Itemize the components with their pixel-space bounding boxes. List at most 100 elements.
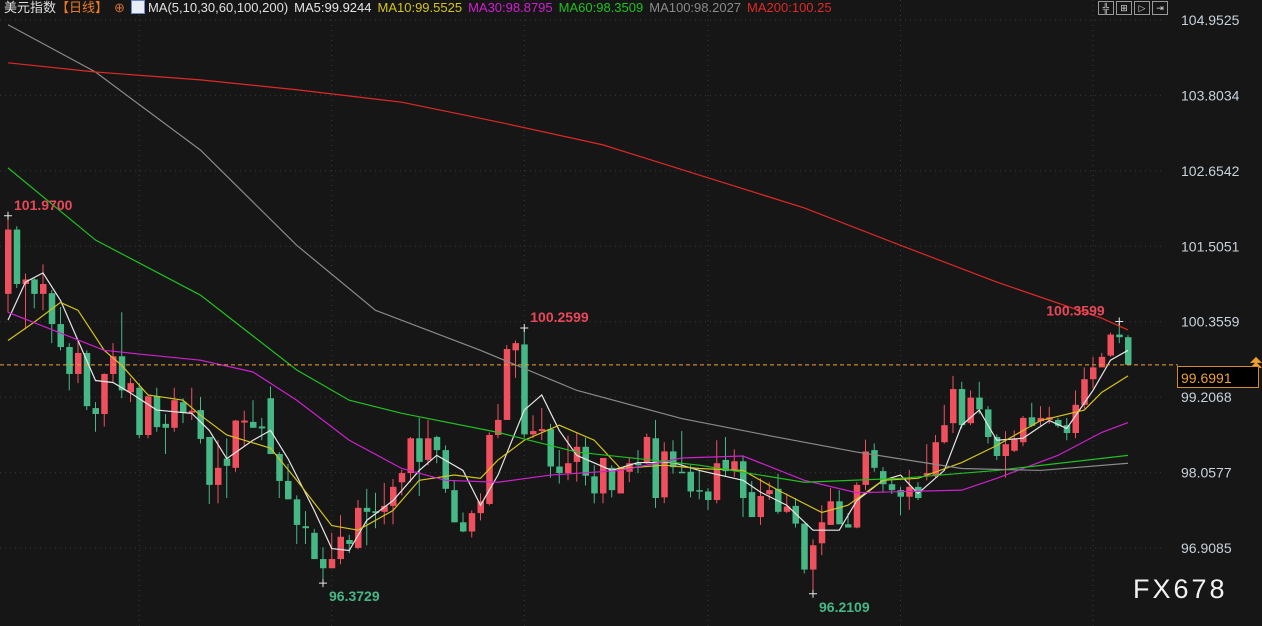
candle-up — [468, 513, 476, 532]
candle-up — [1002, 444, 1009, 457]
candle-down — [740, 461, 747, 499]
candle-down — [1116, 334, 1123, 338]
zoom-in-icon[interactable]: ⊞ — [1116, 1, 1132, 15]
candle-up — [215, 467, 222, 485]
candle-down — [460, 522, 467, 532]
candle-up — [530, 431, 537, 435]
candle-up — [1072, 404, 1079, 434]
jump-end-icon[interactable]: ⇥ — [1152, 1, 1168, 15]
candle-down — [346, 540, 353, 544]
extreme-marker-icon — [4, 211, 12, 220]
candle-down — [302, 526, 309, 529]
y-tick-label: 99.2068 — [1181, 389, 1232, 405]
toolbar: ╬ ⊞ ▷ ⇥ — [1098, 1, 1168, 15]
candle-down — [57, 324, 64, 348]
high-price-label: 100.2599 — [530, 309, 589, 325]
candle-up — [337, 536, 344, 560]
candle-up — [1090, 367, 1097, 380]
chart-indicator-icon[interactable] — [130, 0, 145, 14]
candle-up — [328, 559, 336, 569]
candle-up — [5, 229, 12, 294]
candle-down — [285, 480, 292, 500]
candle-down — [1028, 417, 1036, 426]
candle-down — [1125, 337, 1132, 365]
candle-down — [433, 436, 441, 451]
extreme-marker-icon — [520, 324, 529, 333]
candle-down — [897, 490, 904, 497]
candle-up — [425, 438, 432, 460]
add-circle-icon[interactable]: ⊕ — [114, 0, 125, 15]
candle-up — [967, 397, 974, 424]
candle-up — [101, 373, 108, 414]
candle-down — [372, 511, 379, 514]
candle-down — [705, 491, 712, 500]
candle-down — [836, 501, 843, 525]
candle-up — [390, 486, 397, 506]
candle-down — [311, 532, 318, 560]
candle-down — [521, 344, 528, 435]
candle-down — [801, 523, 808, 570]
candle-down — [66, 347, 73, 374]
candle-down — [696, 490, 703, 492]
play-icon[interactable]: ▷ — [1134, 1, 1150, 15]
candle-down — [976, 397, 983, 410]
candle-up — [381, 505, 388, 512]
candle-down — [652, 438, 659, 499]
candle-up — [617, 467, 624, 494]
candle-down — [871, 450, 878, 468]
high-price-label: 100.3599 — [1046, 302, 1105, 318]
candle-up — [538, 429, 546, 432]
candle-down — [958, 389, 966, 426]
candle-down — [250, 421, 257, 428]
y-tick-label: 104.9525 — [1181, 12, 1240, 28]
candle-down — [748, 492, 756, 518]
ma-line-ma5 — [7, 272, 1129, 552]
candle-down — [888, 484, 896, 491]
ma-value-ma200: MA200:100.25 — [747, 0, 832, 15]
period-label[interactable]: 【日线】 — [56, 0, 109, 15]
candle-up — [1098, 356, 1106, 368]
current-price-label: 99.6991 — [1177, 366, 1259, 388]
ma-line-ma10 — [7, 301, 1129, 531]
candle-up — [600, 457, 607, 494]
candle-down — [635, 463, 642, 466]
candle-up — [941, 425, 948, 443]
extreme-marker-icon — [319, 579, 327, 588]
candle-up — [495, 419, 502, 436]
low-price-label: 96.3729 — [329, 588, 380, 604]
candle-down — [223, 458, 231, 466]
candle-up — [145, 396, 152, 436]
candle-up — [818, 522, 826, 544]
candle-down — [722, 459, 729, 472]
candle-down — [442, 450, 449, 489]
candle-down — [13, 229, 21, 285]
candle-down — [206, 436, 213, 485]
candle-up — [810, 545, 817, 570]
candle-up — [171, 400, 178, 428]
extreme-marker-icon — [1115, 317, 1124, 326]
candle-down — [582, 446, 589, 476]
candle-down — [451, 490, 458, 523]
candle-up — [766, 490, 773, 495]
candle-up — [853, 484, 861, 528]
candle-up — [40, 284, 47, 294]
candle-up — [783, 506, 791, 512]
ma-value-ma60: MA60:98.3509 — [558, 0, 644, 15]
candle-up — [398, 473, 406, 483]
candle-up — [1107, 334, 1114, 356]
candle-up — [232, 420, 239, 468]
y-tick-label: 101.5051 — [1181, 238, 1240, 254]
crosshair-icon[interactable]: ╬ — [1098, 1, 1114, 15]
candle-up — [1011, 438, 1018, 451]
candle-up — [731, 461, 738, 470]
candle-down — [416, 438, 423, 462]
candle-down — [363, 507, 371, 512]
candle-up — [1081, 379, 1088, 405]
candle-up — [923, 473, 931, 476]
y-tick-label: 98.0577 — [1181, 465, 1232, 481]
candle-down — [678, 471, 686, 474]
candle-down — [162, 423, 169, 428]
candle-down — [136, 387, 143, 436]
y-tick-label: 100.3559 — [1181, 314, 1240, 330]
